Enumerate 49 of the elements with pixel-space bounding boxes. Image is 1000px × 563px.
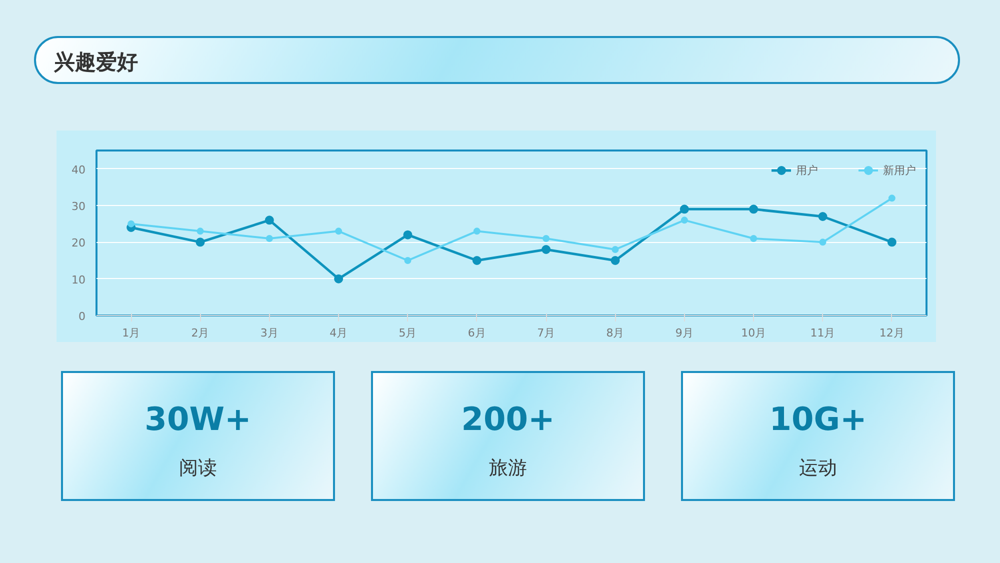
point [403, 230, 412, 240]
x-tick-label: 7月 [537, 326, 556, 340]
point [819, 238, 826, 246]
x-tick-label: 2月 [191, 326, 210, 340]
x-tick-label: 3月 [260, 326, 278, 340]
x-tick-label: 6月 [468, 326, 486, 340]
point [335, 228, 342, 235]
chart-title: 兴趣爱好 [34, 36, 960, 84]
point [887, 238, 896, 247]
x-tick-label: 9月 [675, 326, 694, 340]
point [680, 204, 689, 214]
text: 200+ [460, 399, 556, 440]
x-tick-label: 10月 [741, 326, 766, 340]
x-tick-label: 5月 [398, 326, 417, 340]
point [888, 194, 896, 202]
legend-label: 新用户 [883, 162, 916, 178]
point [542, 245, 551, 254]
y-tick-label: 40 [72, 163, 86, 176]
point [264, 216, 274, 225]
point [404, 257, 412, 264]
x-tick-label: 11月 [810, 326, 836, 340]
text: 阅读 [178, 456, 218, 481]
point [750, 235, 758, 242]
point [818, 212, 828, 221]
point [196, 228, 204, 235]
point [128, 220, 135, 228]
text: 运动 [798, 456, 838, 481]
y-tick-label: 30 [72, 200, 86, 213]
text: 30W+ [144, 399, 252, 440]
y-tick-label: 0 [78, 310, 86, 323]
point [610, 256, 620, 265]
point [680, 216, 688, 224]
point [612, 246, 619, 253]
x-tick-label: 4月 [330, 326, 348, 340]
text: 10G+ [768, 399, 868, 440]
x-tick-label: 1月 [122, 326, 140, 340]
point [472, 256, 482, 265]
point [542, 235, 550, 242]
x-tick-label: 8月 [606, 326, 624, 340]
x-tick-label: 12月 [879, 326, 904, 340]
y-tick-label: 10 [72, 273, 86, 286]
point [473, 228, 480, 235]
legend-label: 用户 [796, 162, 818, 178]
point [334, 274, 344, 284]
point [266, 235, 273, 242]
y-tick-label: 20 [72, 236, 86, 250]
text: 旅游 [488, 456, 528, 481]
point [749, 204, 758, 214]
point [196, 238, 205, 247]
